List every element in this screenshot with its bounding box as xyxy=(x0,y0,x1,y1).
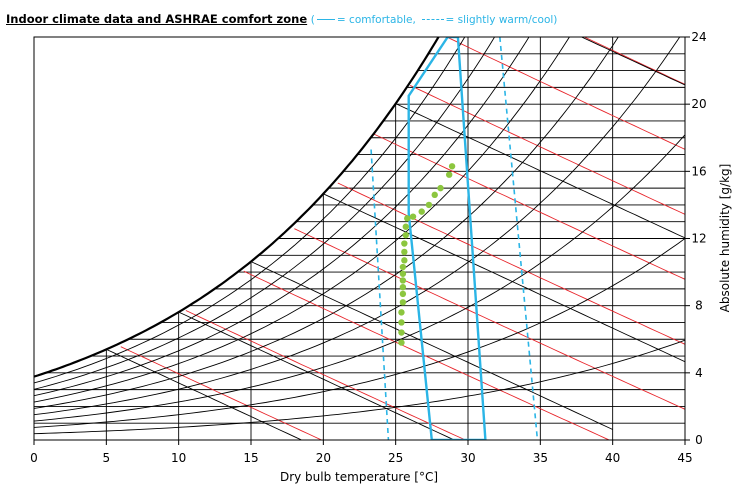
legend-open-paren: ( xyxy=(310,14,315,26)
chart-title-row: Indoor climate data and ASHRAE comfort z… xyxy=(6,12,557,26)
grid-lines xyxy=(34,37,685,440)
x-tick-label: 25 xyxy=(388,451,403,465)
wet-bulb-line xyxy=(106,348,302,440)
legend-solid-line-icon xyxy=(316,19,335,20)
enthalpy-line xyxy=(497,0,685,20)
slightly-warm-cool-boundary xyxy=(499,37,539,440)
data-point xyxy=(418,208,425,215)
data-point xyxy=(401,240,408,247)
x-axis-ticks: 0 5 10 15 20 25 30 35 40 45 xyxy=(30,440,693,465)
legend-dashed-line-icon xyxy=(421,19,444,20)
rh-curve xyxy=(34,134,685,422)
data-point xyxy=(404,215,411,222)
y-axis-ticks: 0 4 8 12 16 20 24 xyxy=(685,30,707,447)
data-point xyxy=(399,263,407,271)
x-tick-label: 0 xyxy=(30,451,38,465)
x-tick-label: 15 xyxy=(243,451,258,465)
wet-bulb-lines xyxy=(106,37,685,440)
rh-curve xyxy=(34,37,570,403)
y-tick-label: 12 xyxy=(691,232,706,246)
x-tick-label: 35 xyxy=(533,451,548,465)
chart-title: Indoor climate data and ASHRAE comfort z… xyxy=(6,12,308,26)
data-point xyxy=(399,283,407,291)
enthalpy-lines xyxy=(120,0,685,440)
data-point xyxy=(399,290,407,298)
data-point xyxy=(445,171,453,178)
data-point xyxy=(437,184,444,192)
rh-curve xyxy=(34,339,685,435)
comfort-zone xyxy=(370,37,539,440)
enthalpy-line xyxy=(583,37,685,85)
wet-bulb-line xyxy=(580,37,685,86)
rh-curve xyxy=(34,37,496,390)
data-point xyxy=(399,277,407,284)
rh-curve xyxy=(34,37,619,409)
wet-bulb-line xyxy=(250,261,613,430)
enthalpy-line xyxy=(409,84,685,215)
enthalpy-line xyxy=(243,270,611,440)
data-point xyxy=(398,319,405,326)
data-point xyxy=(398,339,405,346)
slightly-warm-cool-boundary xyxy=(370,149,390,440)
enthalpy-line xyxy=(294,228,685,410)
y-tick-label: 4 xyxy=(695,366,703,380)
wet-bulb-line xyxy=(395,103,685,239)
data-points xyxy=(398,163,456,346)
y-tick-label: 24 xyxy=(691,30,706,44)
wet-bulb-line xyxy=(323,193,685,363)
enthalpy-line xyxy=(373,133,685,280)
y-axis-label: Absolute humidity [g/kg] xyxy=(718,164,732,313)
y-tick-label: 8 xyxy=(695,299,703,313)
x-tick-label: 5 xyxy=(103,451,111,465)
data-point xyxy=(398,329,405,336)
comfort-zone-outline xyxy=(407,37,487,440)
enthalpy-line xyxy=(446,37,685,150)
data-point xyxy=(409,213,417,220)
legend-dashed-label: = slightly warm/cool) xyxy=(445,14,558,26)
enthalpy-line xyxy=(120,346,323,440)
legend-solid-label: = comfortable, xyxy=(336,14,416,26)
x-axis-label: Dry bulb temperature [°C] xyxy=(280,470,438,484)
x-tick-label: 40 xyxy=(605,451,620,465)
rh-curve xyxy=(34,37,681,416)
rh-curve xyxy=(34,37,530,397)
rh-curve xyxy=(34,37,466,384)
wet-bulb-line xyxy=(178,311,461,440)
data-point xyxy=(402,223,409,230)
data-point xyxy=(399,299,407,306)
x-tick-label: 20 xyxy=(316,451,331,465)
enthalpy-line xyxy=(185,310,467,440)
x-tick-label: 45 xyxy=(677,451,692,465)
y-tick-label: 0 xyxy=(695,433,703,447)
x-tick-label: 10 xyxy=(171,451,186,465)
data-point xyxy=(425,201,433,209)
x-tick-label: 30 xyxy=(460,451,475,465)
data-point xyxy=(431,191,438,199)
rh-curve xyxy=(34,238,685,428)
data-point xyxy=(448,163,456,170)
data-point xyxy=(398,309,405,316)
saturation-curve xyxy=(34,37,440,378)
enthalpy-line xyxy=(337,182,685,345)
data-point xyxy=(402,231,409,239)
y-tick-label: 20 xyxy=(691,97,706,111)
data-point xyxy=(399,270,407,277)
y-tick-label: 16 xyxy=(691,164,706,178)
data-point xyxy=(401,257,408,264)
data-point xyxy=(401,248,408,256)
relative-humidity-curves xyxy=(34,37,685,435)
